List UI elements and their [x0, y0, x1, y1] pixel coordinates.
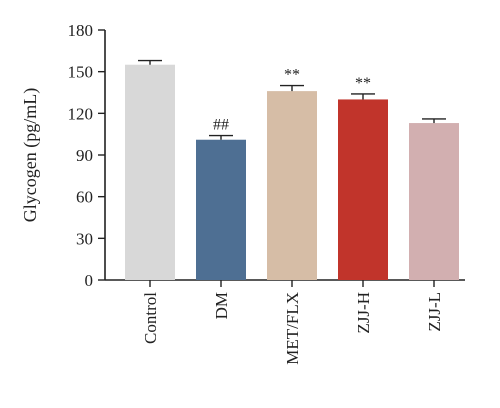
y-tick-label: 90: [76, 146, 93, 165]
y-tick-label: 150: [68, 63, 94, 82]
y-axis-label: Glycogen (pg/mL): [20, 88, 41, 222]
y-tick-label: 30: [76, 229, 93, 248]
y-tick-label: 60: [76, 188, 93, 207]
bar-zjj-l: [409, 123, 459, 280]
bar-dm: [196, 139, 246, 280]
x-tick-label: DM: [212, 292, 231, 319]
x-tick-label: ZJJ-H: [354, 292, 373, 334]
bar-met-flx: [267, 91, 317, 280]
y-axis: 0 30 60 90 120 150 180: [68, 21, 106, 290]
x-tick-label: Control: [141, 292, 160, 344]
x-tick-label: ZJJ-L: [425, 292, 444, 332]
y-ticks: 0 30 60 90 120 150 180: [68, 21, 105, 290]
y-tick-label: 0: [85, 271, 94, 290]
bar-control: [125, 64, 175, 280]
x-tick-label: MET/FLX: [283, 292, 302, 365]
x-tick-labels: Control DM MET/FLX ZJJ-H ZJJ-L: [141, 280, 444, 365]
y-tick-label: 120: [68, 104, 94, 123]
bars: ## ** **: [125, 59, 459, 280]
significance-marker: **: [355, 75, 371, 92]
y-tick-label: 180: [68, 21, 94, 40]
significance-marker: **: [284, 67, 300, 84]
significance-marker: ##: [213, 117, 229, 134]
bar-zjj-h: [338, 99, 388, 280]
